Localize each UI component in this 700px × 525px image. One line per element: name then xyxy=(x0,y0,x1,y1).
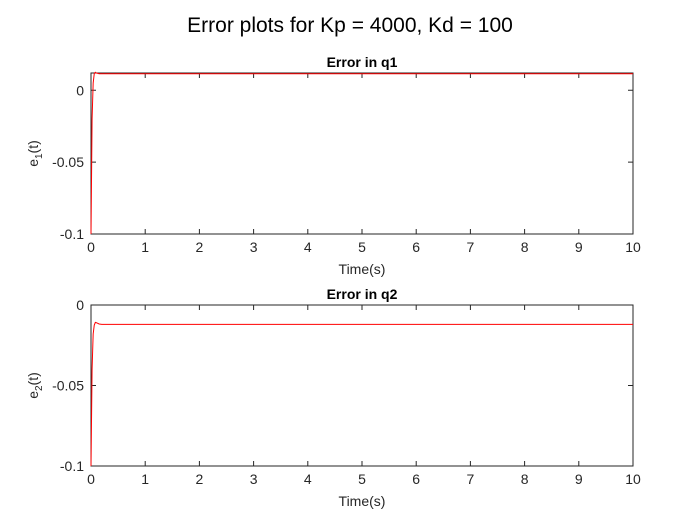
y-tick-label: 0 xyxy=(76,82,84,98)
x-tick-label: 10 xyxy=(625,471,641,487)
x-tick-label: 6 xyxy=(412,239,420,255)
x-tick-label: 7 xyxy=(467,239,475,255)
x-tick-label: 5 xyxy=(358,471,366,487)
x-tick-label: 1 xyxy=(141,471,149,487)
subplot-title: Error in q1 xyxy=(327,54,398,70)
x-tick-label: 4 xyxy=(304,239,312,255)
subplot-title: Error in q2 xyxy=(327,286,398,302)
y-tick-label: -0.1 xyxy=(60,458,84,474)
series-line xyxy=(90,321,633,467)
axes-box xyxy=(90,304,634,467)
x-tick-label: 0 xyxy=(87,239,95,255)
x-tick-label: 0 xyxy=(87,471,95,487)
x-tick-label: 6 xyxy=(412,471,420,487)
series-line xyxy=(90,71,633,235)
x-tick-label: 8 xyxy=(521,239,529,255)
axes-box xyxy=(90,72,634,235)
x-tick-label: 3 xyxy=(250,239,258,255)
x-tick-label: 9 xyxy=(575,239,583,255)
x-tick-label: 2 xyxy=(196,471,204,487)
y-tick-label: -0.1 xyxy=(60,226,84,242)
subplot-2: 0 1 2 3 4 5 6 7 8 9 10 -0.1 -0.05 0 Error in q2 Time(s)… xyxy=(25,286,641,509)
x-axis-label: Time(s) xyxy=(339,261,386,277)
y-tick-label: -0.05 xyxy=(52,154,84,170)
x-tick-label: 2 xyxy=(196,239,204,255)
y-tick-label: -0.05 xyxy=(52,378,84,394)
y-tick-label: 0 xyxy=(76,297,84,313)
x-tick-label: 3 xyxy=(250,471,258,487)
subplot-1: 0 1 2 3 4 5 6 7 8 9 10 -0.1 -0.05 0 Error in q1 Time(s)… xyxy=(25,54,641,277)
x-tick-label: 9 xyxy=(575,471,583,487)
x-tick-label: 1 xyxy=(141,239,149,255)
x-tick-label: 7 xyxy=(467,471,475,487)
x-tick-label: 4 xyxy=(304,471,312,487)
x-axis-label: Time(s) xyxy=(339,493,386,509)
figure-title: Error plots for Kp = 4000, Kd = 100 xyxy=(187,14,513,37)
y-axis-label: e1(t) xyxy=(25,140,45,167)
x-tick-label: 5 xyxy=(358,239,366,255)
x-tick-label: 8 xyxy=(521,471,529,487)
x-tick-label: 10 xyxy=(625,239,641,255)
y-axis-label: e2(t) xyxy=(25,372,45,399)
